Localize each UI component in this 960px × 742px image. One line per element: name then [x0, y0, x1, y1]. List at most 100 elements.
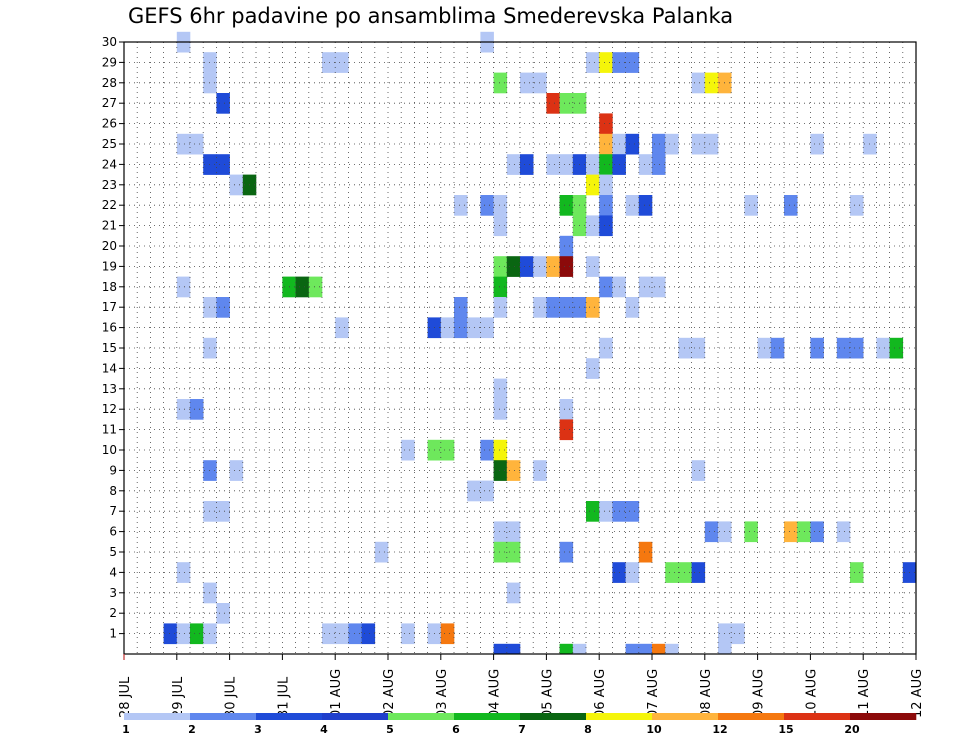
- data-cell-e29-t15: [322, 52, 336, 73]
- data-cell-e4-t4: [176, 562, 191, 583]
- y-tick-label-10: 10: [102, 443, 117, 457]
- data-cell-e25-t41: [665, 133, 679, 155]
- x-tick-label-11: 08 AUG: [699, 669, 714, 718]
- y-tick-label-28: 28: [102, 76, 117, 90]
- data-cell-e29-t16: [335, 52, 349, 73]
- data-cell-e5-t33: [559, 541, 574, 563]
- colorbar-label-8: 10: [646, 723, 662, 736]
- data-cell-e28-t43: [691, 72, 706, 94]
- data-cell-e1-t16: [335, 623, 349, 645]
- y-tick-label-26: 26: [102, 117, 117, 131]
- data-cell-e22-t33: [559, 195, 574, 216]
- data-cell-e9-t28: [493, 460, 508, 481]
- y-tick-label-29: 29: [102, 55, 117, 69]
- y-tick-label-24: 24: [102, 157, 117, 171]
- data-cell-e16-t24: [440, 317, 455, 339]
- data-cell-e7-t35: [586, 501, 600, 522]
- data-cell-e0-t45: [718, 643, 732, 655]
- data-cell-e11-t33: [559, 419, 574, 441]
- data-cell-e4-t55: [850, 562, 864, 583]
- data-cell-e19-t35: [586, 256, 600, 277]
- data-cell-e1-t46: [731, 623, 745, 645]
- colorbar-label-10: 15: [778, 723, 793, 736]
- data-cell-e0-t39: [638, 643, 653, 655]
- data-cell-e24-t39: [638, 154, 653, 175]
- x-tick-label-0: 28 JUL: [118, 676, 133, 718]
- data-cell-e5-t28: [493, 541, 508, 563]
- data-cell-e27-t33: [559, 93, 574, 114]
- y-tick-label-23: 23: [102, 178, 117, 192]
- colorbar-label-4: 5: [386, 723, 394, 736]
- data-cell-e27-t7: [216, 93, 230, 114]
- data-cell-e23-t36: [599, 174, 613, 196]
- data-cell-e17-t7: [216, 297, 230, 318]
- data-cell-e25-t4: [176, 133, 191, 155]
- colorbar-label-3: 4: [320, 723, 328, 736]
- data-cell-e0-t33: [559, 643, 574, 655]
- y-tick-label-14: 14: [102, 361, 117, 375]
- data-cell-e10-t24: [440, 439, 455, 461]
- data-cell-e29-t38: [625, 52, 640, 73]
- x-tick-label-7: 04 AUG: [488, 669, 503, 718]
- y-tick-label-13: 13: [102, 382, 117, 396]
- data-cell-e17-t25: [454, 297, 468, 318]
- data-cell-e5-t29: [506, 541, 521, 563]
- y-tick-label-1: 1: [109, 627, 117, 641]
- data-cell-e22-t28: [493, 195, 508, 216]
- data-cell-e21-t35: [586, 215, 600, 237]
- data-cell-e9-t43: [691, 460, 706, 481]
- x-tick-label-15: 12 AUG: [910, 669, 925, 718]
- y-tick-label-25: 25: [102, 137, 117, 151]
- data-cell-e24-t35: [586, 154, 600, 175]
- data-cell-e1-t21: [401, 623, 415, 645]
- data-cell-e15-t49: [770, 337, 785, 359]
- data-cell-e16-t16: [335, 317, 349, 339]
- data-cell-e18-t36: [599, 276, 613, 298]
- data-cell-e22-t50: [784, 195, 798, 216]
- data-cell-e24-t40: [652, 154, 666, 175]
- x-tick-label-4: 01 AUG: [329, 669, 344, 718]
- data-cell-e19-t32: [546, 256, 560, 277]
- data-cell-e10-t21: [401, 439, 415, 461]
- data-cell-e24-t33: [559, 154, 574, 175]
- data-cell-e18-t14: [308, 276, 323, 298]
- data-cell-e7-t36: [599, 501, 613, 522]
- data-cell-e21-t28: [493, 215, 508, 237]
- data-cell-e22-t36: [599, 195, 613, 216]
- data-cell-e17-t32: [546, 297, 560, 318]
- data-cell-e0-t34: [572, 643, 587, 655]
- data-cell-e19-t29: [506, 256, 521, 277]
- data-cell-e22-t27: [480, 195, 494, 216]
- data-cell-e5-t39: [638, 541, 653, 563]
- y-tick-label-15: 15: [102, 341, 117, 355]
- colorbar-label-1: 2: [188, 723, 196, 736]
- y-tick-label-16: 16: [102, 321, 117, 335]
- colorbar-segment-6: [520, 713, 587, 720]
- y-tick-label-5: 5: [109, 545, 117, 559]
- data-cell-e29-t36: [599, 52, 613, 73]
- data-cell-e17-t35: [586, 297, 600, 318]
- data-cell-e25-t52: [810, 133, 824, 155]
- data-cell-e23-t8: [229, 174, 244, 196]
- data-cell-e0-t28: [493, 643, 508, 655]
- y-tick-label-2: 2: [109, 606, 117, 620]
- x-tick-label-5: 02 AUG: [382, 669, 397, 718]
- data-cell-e22-t25: [454, 195, 468, 216]
- data-cell-e4-t42: [678, 562, 692, 583]
- x-tick-label-8: 05 AUG: [540, 669, 555, 718]
- data-cell-e28-t28: [493, 72, 508, 94]
- data-cell-e7-t7: [216, 501, 230, 522]
- colorbar-segment-9: [718, 713, 785, 720]
- data-cell-e10-t28: [493, 439, 508, 461]
- y-tick-label-21: 21: [102, 219, 117, 233]
- y-tick-label-20: 20: [102, 239, 117, 253]
- data-cell-e28-t30: [520, 72, 534, 94]
- data-cell-e9-t8: [229, 460, 244, 481]
- data-cell-e24-t32: [546, 154, 560, 175]
- data-cell-e8-t26: [467, 480, 481, 502]
- data-cell-e17-t28: [493, 297, 508, 318]
- data-cell-e6-t52: [810, 521, 824, 543]
- data-cell-e0-t41: [665, 643, 679, 655]
- data-cell-e1-t5: [190, 623, 204, 645]
- data-cell-e19-t33: [559, 256, 574, 277]
